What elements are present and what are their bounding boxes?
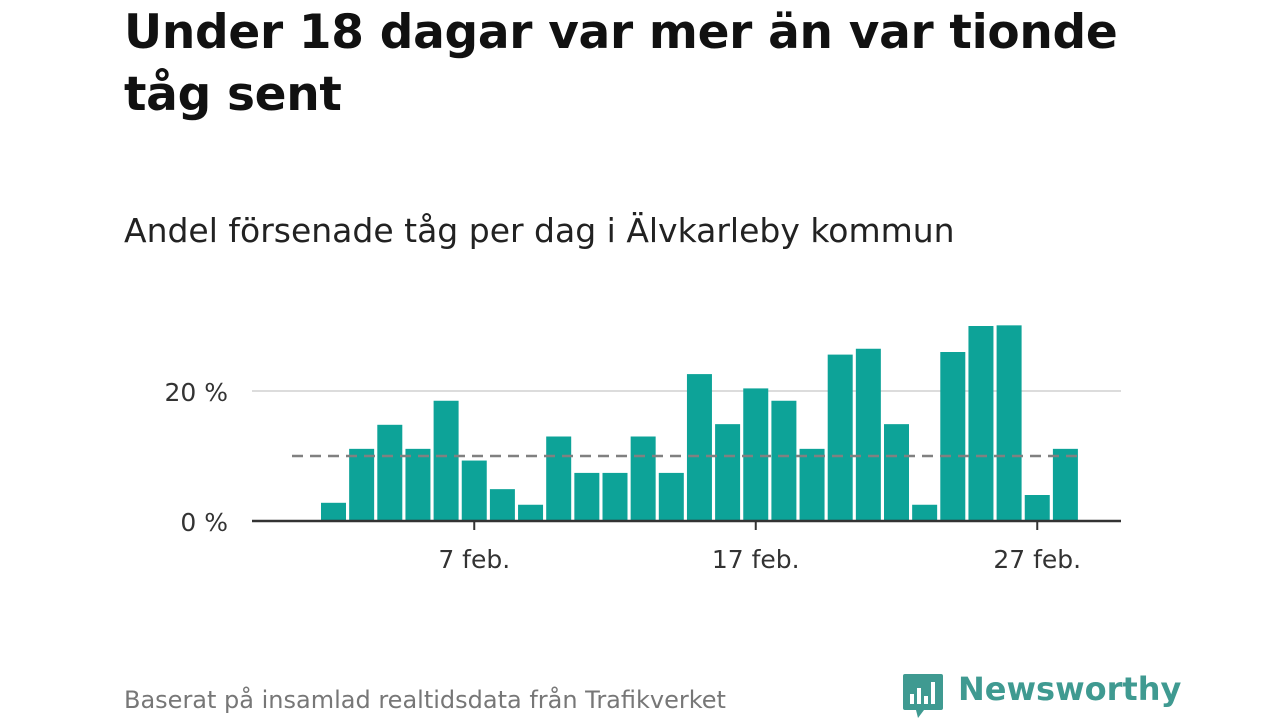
axes [252,519,1121,530]
bar [658,472,684,521]
tick-labels: 0 % 20 % 7 feb. 17 feb. 27 feb. [164,378,1081,574]
bar [1052,448,1078,521]
bar [433,400,459,521]
bar [686,374,712,521]
bar [602,472,628,521]
bar [827,354,853,521]
bar [405,448,431,521]
bar [630,436,656,521]
bar [771,400,797,521]
bar [461,460,487,521]
bars [321,325,1078,521]
bar [574,472,600,521]
bar [377,424,403,521]
bar [968,326,994,521]
bar [743,388,769,521]
bar [799,448,825,521]
bar [715,424,741,521]
bar [321,502,346,521]
y-tick-label: 0 % [180,508,228,537]
bar [912,504,938,521]
bar [546,436,572,521]
x-tick-label: 17 feb. [712,545,800,574]
y-tick-label: 20 % [164,378,228,407]
bar [940,352,966,521]
newsworthy-chart-bubble-icon [903,674,943,718]
chart-subtitle: Andel försenade tåg per dag i Älvkarleby… [124,211,955,250]
bar [518,504,544,521]
bar-chart: 0 % 20 % 7 feb. 17 feb. 27 feb. [164,325,1121,574]
chart-title: Under 18 dagar var mer än var tionde tåg… [124,5,1118,122]
source-note: Baserat på insamlad realtidsdata från Tr… [124,686,726,714]
bar [1024,495,1050,521]
x-tick-label: 7 feb. [438,545,510,574]
bar [996,325,1022,521]
x-tick-label: 27 feb. [993,545,1081,574]
bar [855,348,881,521]
bar [884,424,909,521]
brand-name: Newsworthy [958,670,1182,708]
bar [349,448,375,521]
bar [489,489,515,521]
